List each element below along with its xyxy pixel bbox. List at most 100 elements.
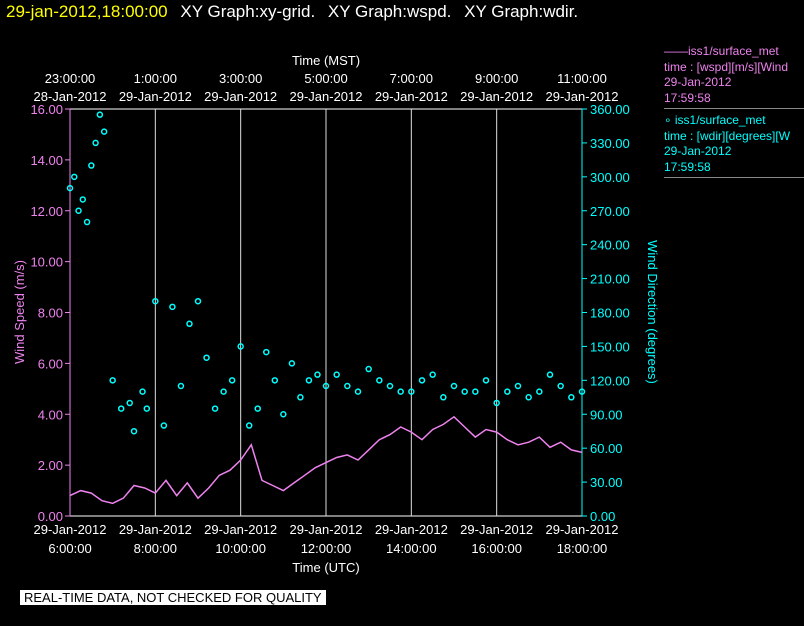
top-tick-date: 29-Jan-2012 <box>119 89 192 104</box>
top-tick-time: 5:00:00 <box>304 71 347 86</box>
wdir-point <box>429 371 436 378</box>
wdir-point <box>160 422 168 429</box>
bottom-tick-date: 29-Jan-2012 <box>375 522 448 537</box>
legend-series-name: iss1/surface_met <box>688 44 779 58</box>
legend-entry-wspd: ——iss1/surface_met time : [wspd][m/s][Wi… <box>664 44 804 109</box>
right-tick-label: 300.00 <box>590 170 630 185</box>
bottom-tick-date: 29-Jan-2012 <box>460 522 533 537</box>
legend-entry-wdir: ∘ iss1/surface_met time : [wdir][degrees… <box>664 113 804 178</box>
bottom-tick-date: 29-Jan-2012 <box>204 522 277 537</box>
wdir-point <box>143 405 151 412</box>
legend-series-desc: time : [wspd][m/s][Wind <box>664 59 789 74</box>
wdir-point <box>271 377 279 384</box>
left-tick-label: 10.00 <box>30 255 63 270</box>
graph-title-grid: XY Graph:xy-grid. <box>180 2 316 21</box>
bottom-tick-time: 8:00:00 <box>134 541 177 556</box>
wdir-point <box>344 382 351 390</box>
wdir-point <box>514 382 522 390</box>
top-tick-time: 11:00:00 <box>557 71 607 86</box>
wdir-point <box>83 218 91 226</box>
right-tick-label: 30.00 <box>590 475 623 490</box>
wdir-point <box>314 371 321 378</box>
left-tick-label: 14.00 <box>30 153 63 168</box>
left-axis-label: Wind Speed (m/s) <box>12 260 27 364</box>
bottom-tick-date: 29-Jan-2012 <box>546 522 619 537</box>
wdir-point <box>152 297 159 305</box>
wdir-point <box>228 377 236 384</box>
wdir-point <box>177 382 185 390</box>
wdir-point <box>578 388 586 395</box>
wdir-point <box>493 399 500 407</box>
left-tick-label: 2.00 <box>38 458 63 473</box>
top-tick-date: 29-Jan-2012 <box>290 89 363 104</box>
top-axis-label: Time (MST) <box>292 53 360 68</box>
top-tick-date: 28-Jan-2012 <box>34 89 107 104</box>
wdir-point <box>139 388 146 395</box>
legend-series-time: 17:59:58 <box>664 90 711 105</box>
left-tick-label: 0.00 <box>38 509 63 524</box>
wdir-point <box>237 343 244 350</box>
right-tick-label: 120.00 <box>590 373 630 388</box>
legend-series-name: iss1/surface_met <box>674 113 766 127</box>
bottom-axis-label: Time (UTC) <box>292 560 359 575</box>
right-tick-label: 150.00 <box>590 339 630 354</box>
wdir-point <box>440 394 447 401</box>
wdir-point <box>186 320 193 328</box>
wdir-point <box>557 382 564 390</box>
left-tick-label: 6.00 <box>38 356 63 371</box>
left-tick-label: 12.00 <box>30 204 63 219</box>
bottom-tick-time: 18:00:00 <box>557 541 608 556</box>
left-tick-label: 4.00 <box>38 407 63 422</box>
wdir-point <box>66 184 74 192</box>
wdir-point <box>333 371 340 378</box>
bottom-tick-date: 29-Jan-2012 <box>119 522 192 537</box>
wdir-point <box>482 377 490 384</box>
wdir-point <box>288 360 296 367</box>
wdir-point <box>472 388 479 395</box>
right-tick-label: 270.00 <box>590 204 630 219</box>
wdir-point <box>130 427 138 435</box>
wdir-point <box>71 173 78 181</box>
top-tick-date: 29-Jan-2012 <box>546 89 619 104</box>
title-bar: 29-jan-2012,18:00:00 XY Graph:xy-grid. X… <box>6 2 578 22</box>
wdir-point <box>305 377 313 384</box>
right-tick-label: 60.00 <box>590 441 623 456</box>
wdir-point <box>194 297 202 305</box>
legend-line-icon: —— <box>664 44 688 58</box>
legend: ——iss1/surface_met time : [wspd][m/s][Wi… <box>664 44 804 182</box>
wdir-point <box>79 196 87 203</box>
top-tick-time: 7:00:00 <box>390 71 433 86</box>
right-tick-label: 330.00 <box>590 136 630 151</box>
right-tick-label: 180.00 <box>590 306 630 321</box>
bottom-tick-date: 29-Jan-2012 <box>34 522 107 537</box>
wdir-point <box>397 388 404 395</box>
top-tick-time: 1:00:00 <box>134 71 177 86</box>
wdir-point <box>126 399 133 407</box>
wdir-point <box>88 162 95 169</box>
graph-title-wspd: XY Graph:wspd. <box>327 2 452 21</box>
wdir-point <box>546 371 554 378</box>
left-tick-label: 8.00 <box>38 306 63 321</box>
top-tick-time: 23:00:00 <box>45 71 96 86</box>
top-tick-date: 29-Jan-2012 <box>460 89 533 104</box>
wdir-point <box>568 394 575 401</box>
legend-series-date: 29-Jan-2012 <box>664 75 732 89</box>
wspd-series-line <box>69 415 583 505</box>
right-tick-label: 0.00 <box>590 509 615 524</box>
wdir-point <box>461 388 468 395</box>
wdir-point <box>450 382 458 390</box>
bottom-tick-time: 12:00:00 <box>301 541 352 556</box>
wdir-point <box>109 377 116 384</box>
bottom-tick-time: 10:00:00 <box>215 541 266 556</box>
wdir-point <box>203 354 210 361</box>
wdir-point <box>354 388 362 395</box>
timestamp: 29-jan-2012,18:00:00 <box>6 2 168 21</box>
right-axis-label: Wind Direction (degrees) <box>645 240 660 384</box>
wdir-point <box>418 377 426 384</box>
wdir-point <box>263 348 270 356</box>
wdir-point <box>100 128 108 135</box>
right-tick-label: 210.00 <box>590 272 630 287</box>
bottom-tick-time: 6:00:00 <box>48 541 91 556</box>
wdir-point <box>536 388 543 395</box>
wdir-point <box>376 377 383 384</box>
